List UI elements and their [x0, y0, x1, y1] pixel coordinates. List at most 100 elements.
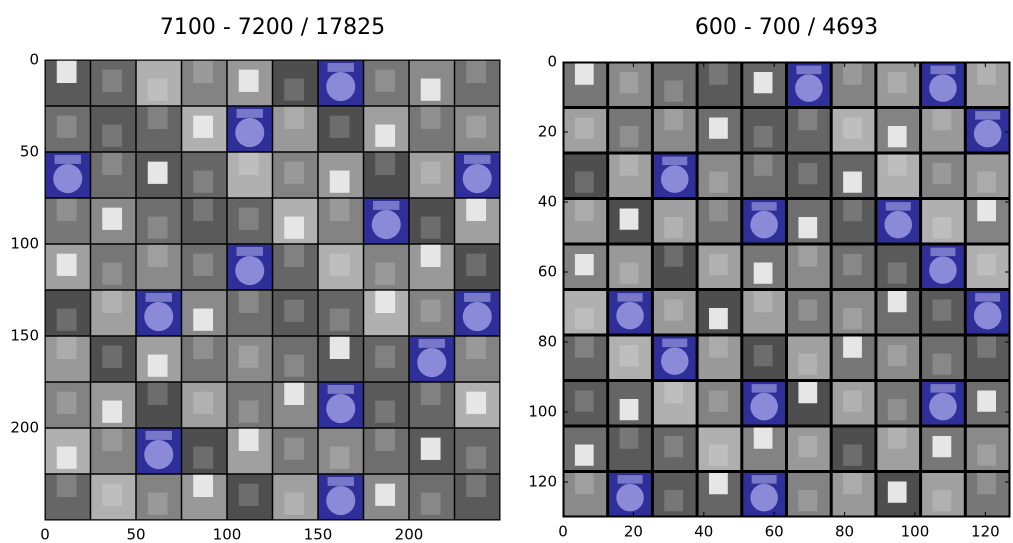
patch-detail	[843, 64, 862, 85]
patch-detail	[977, 200, 996, 221]
patch-detail	[375, 346, 395, 368]
ball-top	[752, 475, 777, 484]
ball	[929, 393, 957, 421]
patch-detail	[620, 345, 639, 366]
patch-detail	[57, 447, 77, 469]
patch-detail	[239, 70, 259, 92]
patch-detail	[421, 217, 441, 239]
x-tick-label: 100	[901, 523, 930, 541]
patch-detail	[664, 490, 683, 511]
patch-detail	[843, 308, 862, 329]
patch-detail	[466, 475, 486, 497]
patch-detail	[977, 391, 996, 412]
x-tick-label: 200	[395, 526, 424, 543]
patch-detail	[575, 473, 594, 494]
patch-detail	[284, 79, 304, 101]
patch-detail	[193, 61, 213, 83]
patch-detail	[888, 72, 907, 93]
ball	[235, 256, 264, 285]
patch-detail	[977, 445, 996, 466]
ball	[929, 74, 957, 102]
patch-detail	[754, 263, 773, 284]
ball-top	[146, 431, 172, 440]
patch-detail	[148, 355, 168, 377]
ball-top	[662, 157, 687, 166]
patch-detail	[421, 79, 441, 101]
ball-top	[146, 293, 172, 302]
patch-detail	[664, 246, 683, 267]
patch-detail	[375, 263, 395, 285]
patch-detail	[466, 61, 486, 83]
patch-detail	[375, 70, 395, 92]
patch-detail	[421, 383, 441, 405]
patch-detail	[888, 155, 907, 176]
patch-detail	[102, 291, 122, 313]
patch-detail	[284, 107, 304, 129]
patch-detail	[239, 153, 259, 175]
patch-detail	[148, 245, 168, 267]
x-tick-label: 50	[126, 526, 145, 543]
patch-detail	[284, 162, 304, 184]
y-tick-label: 100	[10, 235, 39, 253]
patch-detail	[284, 493, 304, 515]
x-tick-label: 100	[213, 526, 242, 543]
patch-detail	[843, 391, 862, 412]
patch-detail	[330, 309, 350, 331]
patch-detail	[575, 337, 594, 358]
patch-detail	[977, 254, 996, 275]
x-tick-label: 0	[40, 526, 50, 543]
ball-top	[618, 475, 643, 484]
patch-detail	[798, 163, 817, 184]
y-tick-label: 60	[538, 263, 557, 281]
patch-detail	[575, 254, 594, 275]
patch-detail	[843, 118, 862, 139]
patch-detail	[620, 399, 639, 420]
patch-detail	[102, 208, 122, 230]
ball	[326, 72, 355, 101]
ball-top	[662, 339, 687, 348]
x-tick-label: 20	[624, 523, 643, 541]
patch-detail	[843, 473, 862, 494]
patch-detail	[193, 447, 213, 469]
patch-detail	[148, 107, 168, 129]
ball	[326, 394, 355, 423]
patch-detail	[843, 200, 862, 221]
panel-title: 600 - 700 / 4693	[695, 15, 878, 40]
patch-detail	[709, 308, 728, 329]
ball-top	[752, 202, 777, 211]
patch-detail	[664, 81, 683, 102]
patch-detail	[620, 263, 639, 284]
patch-detail	[102, 401, 122, 423]
patch-detail	[620, 155, 639, 176]
patch-detail	[977, 172, 996, 193]
x-tick-label: 60	[765, 523, 784, 541]
patch-detail	[709, 254, 728, 275]
patch-detail	[977, 64, 996, 85]
patch-detail	[421, 438, 441, 460]
ball	[53, 164, 82, 193]
y-tick-label: 120	[528, 473, 557, 491]
ball-top	[464, 155, 490, 164]
patch-detail	[933, 354, 952, 375]
patch-detail	[933, 163, 952, 184]
patch-detail	[102, 484, 122, 506]
patch-detail	[193, 392, 213, 414]
y-tick-label: 40	[538, 193, 557, 211]
patch-detail	[575, 308, 594, 329]
patch-detail	[888, 482, 907, 503]
y-tick-label: 200	[10, 419, 39, 437]
ball-top	[237, 109, 263, 118]
ball	[929, 256, 957, 284]
y-tick-label: 0	[29, 51, 39, 69]
patch-detail	[888, 345, 907, 366]
ball	[795, 74, 823, 102]
patch-detail	[798, 109, 817, 130]
patch-detail	[193, 309, 213, 331]
patch-detail	[193, 254, 213, 276]
patch-detail	[620, 72, 639, 93]
y-tick-label: 50	[20, 143, 39, 161]
patch-detail	[466, 337, 486, 359]
patch-detail	[843, 172, 862, 193]
patch-detail	[102, 70, 122, 92]
